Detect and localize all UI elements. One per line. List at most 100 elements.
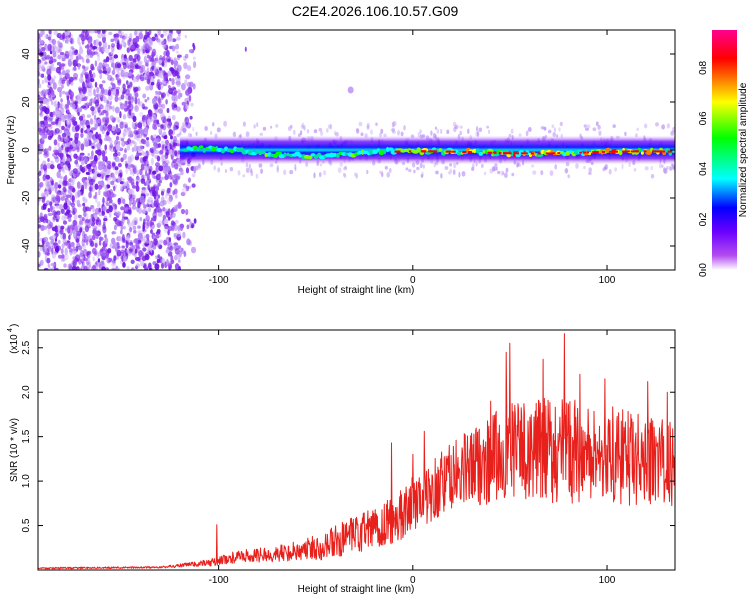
halo-speckle (661, 164, 664, 168)
noise-speckle (87, 30, 91, 35)
noise-speckle (52, 210, 57, 217)
noise-speckle (96, 266, 99, 270)
noise-speckle (111, 230, 115, 236)
noise-speckle (38, 59, 42, 65)
noise-speckle (183, 55, 187, 61)
noise-speckle (38, 149, 41, 155)
noise-speckle (108, 210, 112, 218)
noise-speckle (50, 238, 55, 245)
noise-speckle (130, 45, 135, 50)
halo-speckle (447, 171, 452, 175)
noise-speckle (133, 62, 139, 70)
noise-speckle (47, 228, 51, 235)
noise-speckle (68, 242, 72, 250)
noise-speckle (90, 213, 94, 219)
halo-speckle (289, 124, 293, 129)
noise-speckle (38, 237, 43, 241)
signal-peak (625, 150, 628, 153)
noise-speckle (60, 196, 65, 202)
noise-speckle (177, 75, 181, 79)
noise-speckle (149, 165, 153, 173)
signal-core (357, 150, 362, 155)
noise-speckle (146, 137, 150, 141)
halo-speckle (303, 125, 306, 131)
noise-speckle (38, 61, 42, 69)
noise-speckle (125, 88, 130, 96)
noise-speckle (128, 209, 132, 215)
signal-core (645, 150, 652, 155)
noise-speckle (106, 175, 109, 181)
x-tick-label: 100 (599, 275, 616, 286)
halo-speckle (540, 126, 545, 130)
halo-speckle (558, 127, 561, 132)
noise-speckle (173, 233, 177, 238)
noise-speckle (95, 174, 98, 179)
halo-speckle (392, 120, 397, 127)
halo-speckle (260, 168, 264, 174)
noise-speckle (161, 103, 166, 109)
noise-speckle (147, 196, 153, 203)
noise-speckle (81, 167, 86, 173)
noise-speckle (62, 232, 67, 240)
noise-speckle (103, 89, 108, 96)
noise-speckle (41, 56, 47, 61)
noise-speckle (92, 45, 98, 50)
noise-speckle (77, 62, 81, 70)
noise-speckle (175, 50, 179, 54)
noise-speckle (117, 151, 121, 157)
noise-speckle (120, 224, 124, 231)
noise-speckle (150, 66, 155, 70)
noise-speckle (96, 52, 100, 57)
noise-speckle (88, 101, 93, 107)
noise-speckle (132, 185, 137, 189)
noise-speckle (173, 178, 179, 186)
noise-speckle (81, 86, 87, 92)
noise-speckle (46, 123, 52, 128)
noise-speckle (111, 267, 115, 270)
noise-speckle (104, 119, 108, 127)
noise-speckle (120, 206, 125, 211)
halo-speckle (270, 125, 273, 129)
noise-speckle (63, 241, 69, 246)
noise-speckle (109, 242, 114, 249)
noise-speckle (125, 163, 128, 169)
noise-speckle (83, 96, 88, 101)
signal-peak (432, 150, 438, 153)
noise-speckle (67, 30, 71, 36)
spectrogram-y-ticks: -40 -20 0 20 40 (21, 48, 675, 253)
signal-peak (592, 151, 597, 154)
noise-speckle (129, 168, 133, 175)
halo-speckle (598, 130, 602, 136)
halo-speckle (532, 170, 537, 175)
noise-speckle (139, 216, 143, 222)
noise-speckle (56, 171, 61, 179)
noise-speckle (61, 243, 65, 249)
halo-speckle (551, 124, 555, 129)
halo-speckle (223, 120, 228, 127)
noise-speckle (111, 70, 116, 75)
halo-speckle (229, 167, 234, 172)
noise-speckle (80, 105, 86, 109)
noise-speckle (102, 45, 106, 53)
noise-speckle (71, 250, 77, 255)
signal-peak (626, 150, 630, 153)
noise-speckle (102, 116, 107, 123)
noise-speckle (109, 100, 113, 106)
signal-peak (468, 151, 472, 154)
halo-speckle (608, 169, 612, 175)
noise-speckle (169, 32, 173, 40)
snr-scale-label: (x10 (9, 334, 20, 354)
signal-core (211, 146, 216, 152)
noise-speckle (82, 230, 86, 238)
noise-speckle (79, 226, 83, 233)
halo-speckle (217, 167, 221, 173)
noise-speckle (143, 204, 147, 209)
noise-speckle (63, 263, 67, 268)
noise-speckle (52, 50, 57, 58)
noise-speckle (52, 153, 55, 157)
halo-speckle (531, 164, 535, 168)
noise-speckle (127, 95, 131, 101)
noise-speckle (135, 185, 140, 192)
noise-speckle (102, 97, 106, 102)
noise-speckle (53, 155, 59, 160)
